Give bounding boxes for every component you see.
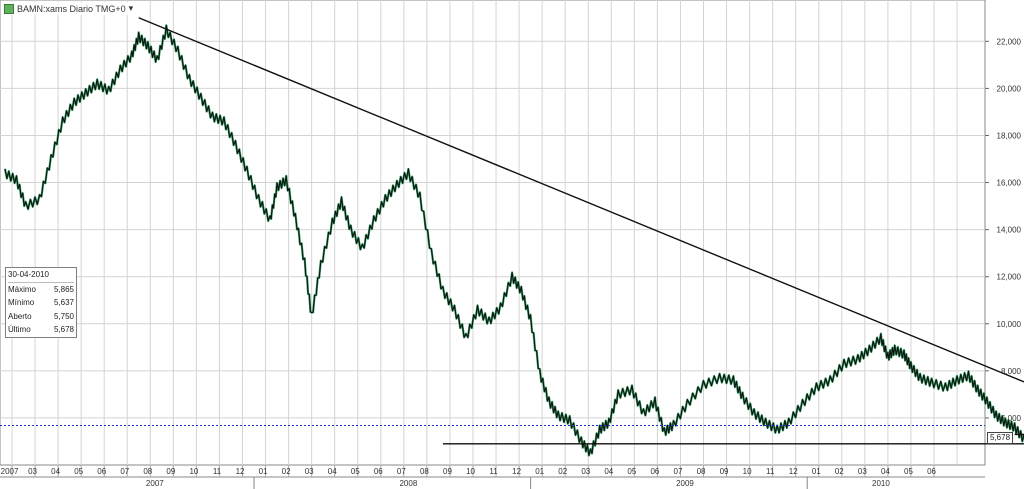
year-label: 2008: [399, 479, 417, 488]
month-label: 08: [697, 467, 706, 476]
y-tick-label: 6,000: [1001, 414, 1022, 423]
month-label: 07: [397, 467, 406, 476]
info-row-low: Mínimo 5,637: [8, 296, 74, 310]
month-label: 12: [789, 467, 798, 476]
info-label: Máximo: [8, 284, 37, 294]
month-label: 05: [627, 467, 636, 476]
y-tick-label: 10,000: [997, 320, 1022, 329]
info-label: Último: [8, 325, 31, 334]
month-label: 02: [282, 467, 291, 476]
month-label: 05: [904, 467, 913, 476]
month-label: 05: [74, 467, 83, 476]
month-label: 12: [236, 467, 245, 476]
month-label: 01: [535, 467, 544, 476]
month-label: 07: [120, 467, 129, 476]
y-tick-label: 18,000: [997, 131, 1022, 140]
month-label: 06: [97, 467, 106, 476]
month-label: 05: [351, 467, 360, 476]
info-row-last: Último 5,678: [8, 323, 74, 337]
month-label: 2007: [1, 467, 19, 476]
symbol-label: BAMN:xams Diario TMG+0: [17, 3, 126, 14]
month-label: 09: [443, 467, 452, 476]
info-row-open: Aberto 5,750: [8, 310, 74, 324]
plot-frame: [0, 0, 986, 466]
last-price-tag: 5,678: [987, 432, 1014, 444]
month-label: 12: [512, 467, 521, 476]
ohlc-info-box: 30-04-2010 Máximo 5,865 Mínimo 5,637 Abe…: [5, 267, 77, 338]
month-label: 07: [674, 467, 683, 476]
y-tick-label: 12,000: [997, 273, 1022, 282]
month-label: 04: [328, 467, 337, 476]
year-label: 2010: [872, 479, 890, 488]
price-series: [4, 24, 1024, 457]
month-label: 04: [51, 467, 60, 476]
month-label: 08: [143, 467, 152, 476]
y-tick-label: 16,000: [997, 179, 1022, 188]
month-label: 06: [927, 467, 936, 476]
chevron-down-icon[interactable]: ▾: [128, 3, 134, 13]
info-row-high: Máximo 5,865: [8, 283, 74, 297]
month-label: 11: [489, 467, 498, 476]
chart-title-bar[interactable]: BAMN:xams Diario TMG+0 ▾: [4, 2, 136, 15]
y-tick-label: 14,000: [997, 226, 1022, 235]
month-label: 02: [835, 467, 844, 476]
info-value: 5,637: [53, 298, 74, 307]
month-label: 10: [189, 467, 198, 476]
year-label: 2007: [146, 479, 164, 488]
info-date: 30-04-2010: [8, 268, 74, 283]
month-label: 04: [881, 467, 890, 476]
month-label: 09: [720, 467, 729, 476]
month-label: 04: [604, 467, 613, 476]
y-tick-label: 22,000: [997, 37, 1022, 46]
month-label: 06: [650, 467, 659, 476]
info-label: Aberto: [8, 311, 32, 321]
info-label: Mínimo: [8, 298, 35, 307]
info-value: 5,678: [53, 325, 74, 334]
month-label: 06: [374, 467, 383, 476]
month-label: 01: [812, 467, 821, 476]
month-label: 09: [166, 467, 175, 476]
month-label: 03: [305, 467, 314, 476]
chart-icon: [4, 3, 14, 14]
month-label: 02: [558, 467, 567, 476]
year-label: 2009: [676, 479, 694, 488]
month-label: 03: [581, 467, 590, 476]
trendline: [138, 17, 1024, 383]
month-label: 11: [213, 467, 222, 476]
info-value: 5,865: [53, 284, 74, 294]
y-tick-label: 8,000: [1001, 367, 1022, 376]
month-label: 10: [743, 467, 752, 476]
month-label: 01: [259, 467, 268, 476]
info-value: 5,750: [53, 311, 74, 321]
month-label: 08: [420, 467, 429, 476]
month-label: 03: [28, 467, 37, 476]
month-label: 10: [466, 467, 475, 476]
month-label: 03: [858, 467, 867, 476]
month-label: 11: [766, 467, 775, 476]
y-tick-label: 20,000: [997, 84, 1022, 93]
